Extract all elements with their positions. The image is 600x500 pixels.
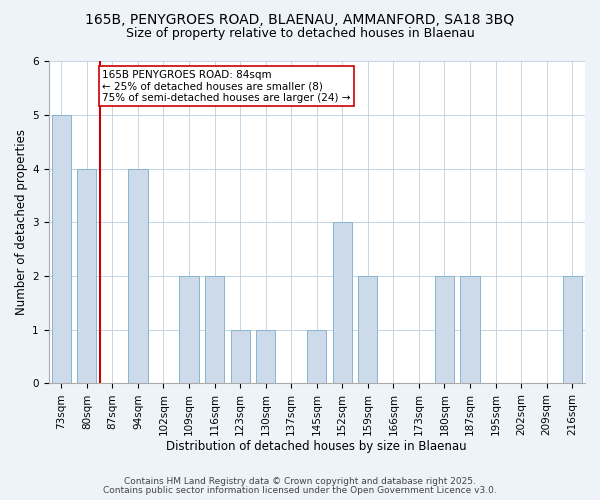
Bar — [179, 276, 199, 384]
Bar — [52, 115, 71, 384]
Y-axis label: Number of detached properties: Number of detached properties — [15, 130, 28, 316]
Text: 165B PENYGROES ROAD: 84sqm
← 25% of detached houses are smaller (8)
75% of semi-: 165B PENYGROES ROAD: 84sqm ← 25% of deta… — [102, 70, 350, 102]
Text: Size of property relative to detached houses in Blaenau: Size of property relative to detached ho… — [125, 28, 475, 40]
Bar — [460, 276, 479, 384]
Bar — [230, 330, 250, 384]
Bar — [77, 169, 97, 384]
X-axis label: Distribution of detached houses by size in Blaenau: Distribution of detached houses by size … — [166, 440, 467, 452]
Bar — [205, 276, 224, 384]
Bar — [333, 222, 352, 384]
Bar — [256, 330, 275, 384]
Bar — [128, 169, 148, 384]
Bar — [435, 276, 454, 384]
Bar — [563, 276, 582, 384]
Bar — [307, 330, 326, 384]
Bar — [358, 276, 377, 384]
Text: Contains public sector information licensed under the Open Government Licence v3: Contains public sector information licen… — [103, 486, 497, 495]
Text: 165B, PENYGROES ROAD, BLAENAU, AMMANFORD, SA18 3BQ: 165B, PENYGROES ROAD, BLAENAU, AMMANFORD… — [85, 12, 515, 26]
Text: Contains HM Land Registry data © Crown copyright and database right 2025.: Contains HM Land Registry data © Crown c… — [124, 477, 476, 486]
